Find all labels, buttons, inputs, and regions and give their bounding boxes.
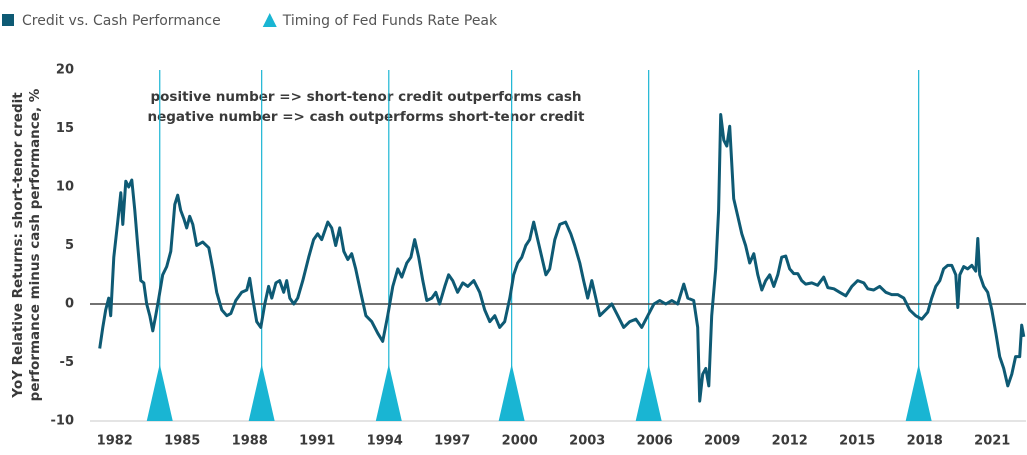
legend-item: Credit vs. Cash Performance [2,13,221,29]
y-tick-label: -10 [51,414,75,429]
y-tick-label: 20 [56,63,74,78]
event-marker [248,364,275,421]
data-line [98,113,1026,403]
y-tick-label: 10 [56,180,74,195]
annotation: negative number => cash outperforms shor… [148,109,586,125]
x-tick-label: 1985 [164,434,200,449]
x-tick-label: 2012 [772,434,808,449]
legend-label: Credit vs. Cash Performance [22,13,221,29]
event-marker [146,364,173,421]
event-marker [905,364,932,421]
y-tick-label: 0 [65,297,74,312]
legend-item: Timing of Fed Funds Rate Peak [262,13,498,29]
event-marker [498,364,525,421]
y-axis-label-line: performance minus cash performance, % [27,88,43,401]
x-tick-label: 1982 [97,434,133,449]
event-marker [635,364,662,421]
x-tick-label: 2000 [502,434,538,449]
legend-label: Timing of Fed Funds Rate Peak [282,13,498,29]
y-tick-label: 15 [56,121,74,136]
event-marker [375,364,402,421]
annotation: positive number => short-tenor credit ou… [150,89,581,105]
x-tick-label: 2006 [637,434,673,449]
x-tick-label: 2015 [839,434,875,449]
y-axis-label-line: YoY Relative Returns: short-tenor credit [10,92,26,399]
x-tick-label: 1991 [299,434,335,449]
x-tick-label: 1988 [232,434,268,449]
x-tick-label: 2021 [974,434,1010,449]
y-tick-label: -5 [60,355,74,370]
x-tick-label: 2018 [907,434,943,449]
y-tick-label: 5 [65,238,74,253]
x-tick-label: 1994 [367,434,403,449]
legend-swatch [2,14,14,26]
x-tick-label: 2003 [569,434,605,449]
y-axis-label: YoY Relative Returns: short-tenor credit… [10,88,43,401]
x-tick-label: 2009 [704,434,740,449]
legend-swatch [262,13,277,27]
x-tick-label: 1997 [434,434,470,449]
